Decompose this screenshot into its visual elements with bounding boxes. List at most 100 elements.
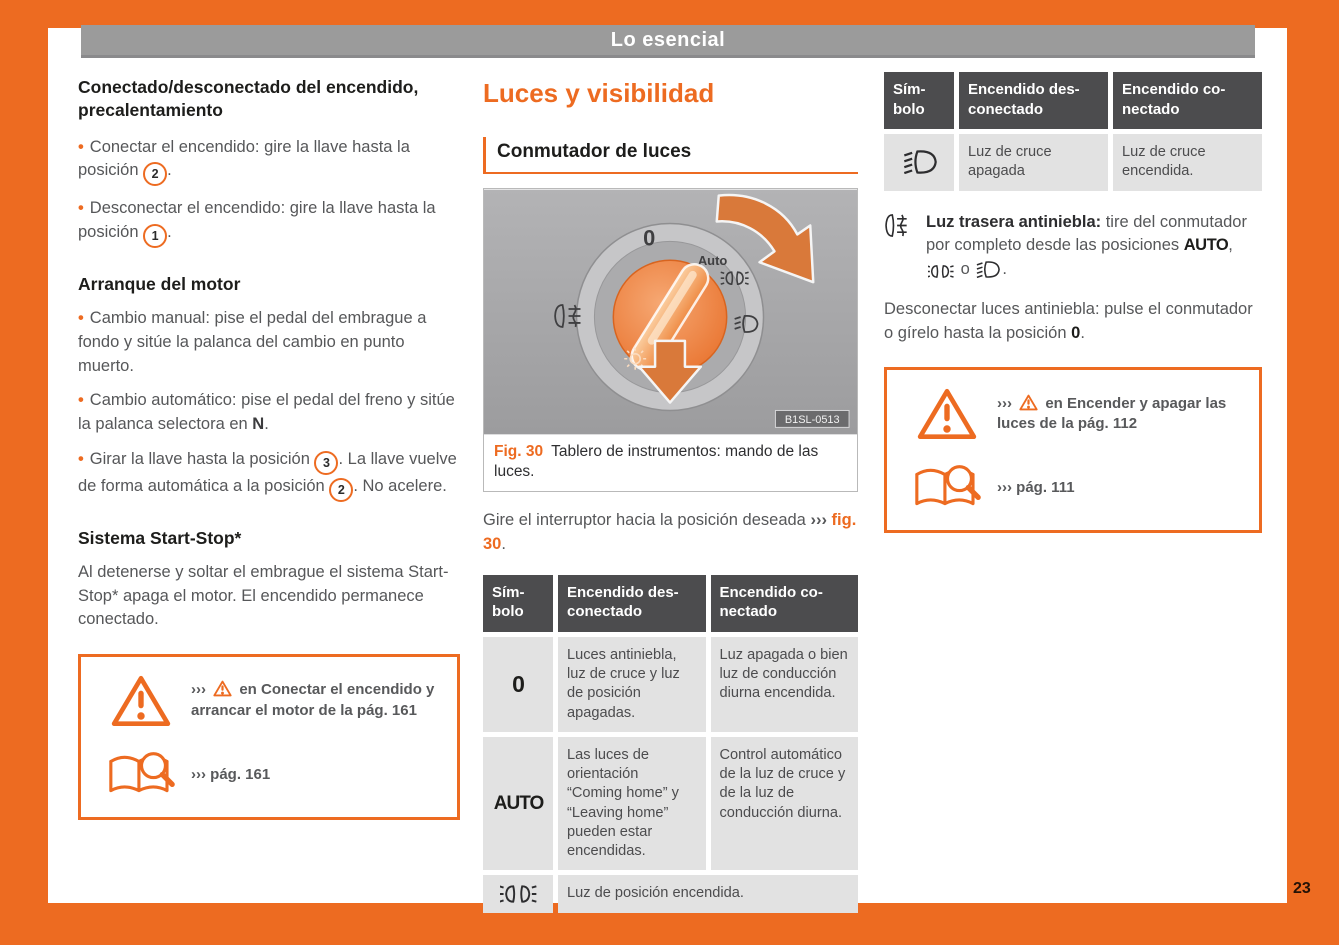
instruction-text: Gire el interruptor hacia la posición de… [483, 511, 811, 530]
reference-text: en Conectar el encendido y arrancar el m… [191, 681, 435, 719]
subsection-title: Conmutador de luces [483, 137, 858, 174]
reference-row-book: ››› pág. 161 [91, 749, 447, 801]
chevrons: ››› [810, 511, 827, 530]
bullet-text: Cambio manual: pise el pedal del embragu… [78, 309, 427, 375]
bullet-text-end: . [167, 223, 172, 241]
low-beam-icon [884, 134, 954, 191]
comma: , [1228, 236, 1233, 255]
figure-30-link[interactable]: fig. 30 [483, 511, 857, 554]
bullet-text: Cambio automático: pise el pedal del fre… [78, 391, 455, 433]
section-title-startstop: Sistema Start-Stop* [78, 527, 242, 548]
pull-arrow [637, 339, 703, 404]
page-number: 23 [1293, 880, 1311, 897]
warning-triangle-small-icon [213, 680, 232, 697]
figure-label: Fig. 30 [494, 443, 544, 460]
reference-text: pág. 161 [210, 765, 271, 783]
bold-n: N [252, 415, 265, 433]
column-header-simbolo: Sím-bolo [483, 574, 553, 632]
bullet-conectar-encendido: • Conectar el encendido: gire la llave ha… [78, 136, 460, 187]
instruction-paragraph: Gire el interruptor hacia la posición de… [483, 509, 858, 557]
disconnect-fog-paragraph: Desconectar luces antiniebla: pulse el c… [884, 298, 1262, 346]
column-right: Sím-bolo Encendido des-conectado Encendi… [884, 72, 1262, 534]
rotate-arrow [715, 193, 815, 284]
page-reference-text[interactable]: ››› pág. 161 [191, 765, 447, 786]
cell-auto-off: Las luces de orientación “Coming home” y… [558, 736, 706, 871]
position-light-icon [483, 875, 553, 913]
cell-0-on: Luz apagada o bien luz de conducción diu… [710, 636, 858, 732]
position-badge-2b: 2 [329, 477, 354, 502]
bullet-girar-llave: • Girar la llave hasta la posición 3. La … [78, 448, 460, 502]
column-middle: Luces y visibilidad Conmutador de luces … [483, 78, 858, 913]
cell-0-off: Luces antiniebla, luz de cruce y luz de … [558, 636, 706, 732]
dial-label-auto: Auto [698, 253, 728, 268]
bullet-text-end: . No acelere. [353, 476, 447, 495]
figure-caption: Fig. 30 Tablero de instrumentos: mando de… [484, 435, 857, 491]
page-reference-text[interactable]: ››› pág. 111 [997, 478, 1249, 499]
section-title-encendido: Conectado/desconectado del encendido, pr… [78, 77, 419, 120]
instruction-text-end: . [501, 535, 506, 554]
bullet-text-mid: . La llave vuelve de forma automática a … [78, 449, 457, 495]
rear-fog-lead: Luz trasera antiniebla: [926, 212, 1102, 231]
cell-auto-on: Control automático de la luz de cruce y … [710, 736, 858, 871]
symbol-auto: AUTO [483, 736, 553, 871]
low-beam-table: Sím-bolo Encendido des-conectado Encendi… [884, 72, 1262, 191]
bullet-dot: • [78, 391, 84, 410]
rear-fog-body: tire del conmutador por completo desde l… [926, 212, 1247, 255]
warning-reference-text[interactable]: ››› en Conectar el encendido y arrancar … [191, 680, 447, 721]
light-switch-illustration: 0 Auto [484, 189, 857, 435]
bullet-cambio-manual: • Cambio manual: pise el pedal del embrag… [78, 307, 460, 378]
warning-reference-text[interactable]: ››› en Encender y apagar las luces de la… [997, 394, 1249, 435]
symbol-0: 0 [483, 636, 553, 732]
dial-fog-light-icon [554, 304, 581, 328]
bullet-text-end: . [167, 161, 172, 180]
reference-text: en Encender y apagar las luces de la pág… [997, 394, 1227, 433]
conjunction: o [956, 260, 975, 278]
rear-fog-text: Luz trasera antiniebla: tire del conmuta… [926, 211, 1262, 282]
reference-box-left: ››› en Conectar el encendido y arrancar … [78, 654, 460, 820]
startstop-paragraph: Al detenerse y soltar el embrague el sis… [78, 562, 449, 629]
dial-label-0: 0 [643, 225, 655, 250]
figure-caption-text: Tablero de instrumentos: mando de las lu… [494, 443, 819, 481]
bullet-cambio-automatico: • Cambio automático: pise el pedal del fr… [78, 389, 460, 437]
cell-lowbeam-off: Luz de cruce apagada [959, 134, 1108, 191]
knob-handle [630, 263, 710, 371]
bullet-dot: • [78, 199, 84, 218]
figure-code: B1SL-0513 [785, 414, 840, 426]
cell-lowbeam-on: Luz de cruce encendida. [1113, 134, 1262, 191]
bullet-dot: • [78, 309, 84, 327]
zero-word: 0 [1071, 323, 1081, 342]
column-header-off: Encendido des-conectado [558, 574, 706, 632]
rear-fog-icon [884, 211, 926, 242]
reference-text: pág. 111 [1016, 478, 1075, 496]
warning-triangle-icon [897, 386, 997, 442]
column-header-simbolo: Sím-bolo [884, 72, 954, 129]
chevrons: ››› [191, 765, 206, 783]
frame-left [0, 0, 48, 945]
dial-position-light-icon [720, 271, 749, 285]
chapter-title: Luces y visibilidad [483, 78, 715, 108]
chevrons: ››› [997, 478, 1012, 496]
warning-triangle-icon [91, 673, 191, 729]
frame-right [1287, 0, 1339, 945]
column-header-on: Encendido co-nectado [710, 574, 858, 632]
bullet-dot: • [78, 137, 84, 156]
chevrons: ››› [997, 394, 1012, 412]
position-badge-2: 2 [143, 162, 168, 187]
frame-top [0, 0, 1339, 28]
low-beam-inline-icon [977, 261, 1001, 279]
section-title-arranque: Arranque del motor [78, 274, 241, 294]
bullet-dot: • [78, 449, 84, 468]
column-header-on: Encendido co-nectado [1113, 72, 1262, 129]
position-light-inline-icon [926, 265, 954, 278]
reference-row-warning: ››› en Encender y apagar las luces de la… [897, 386, 1249, 442]
warning-triangle-small-icon [1019, 394, 1038, 410]
chevrons: ››› [191, 681, 206, 699]
book-magnifier-icon [91, 749, 191, 801]
header-band-title: Lo esencial [610, 28, 726, 51]
position-badge-3: 3 [314, 450, 339, 475]
position-badge-1: 1 [143, 224, 168, 248]
header-band: Lo esencial [81, 25, 1255, 58]
light-switch-table: Sím-bolo Encendido des-conectado Encendi… [483, 574, 858, 913]
bullet-text-end: . [264, 415, 269, 433]
dial-low-beam-icon [734, 314, 759, 333]
